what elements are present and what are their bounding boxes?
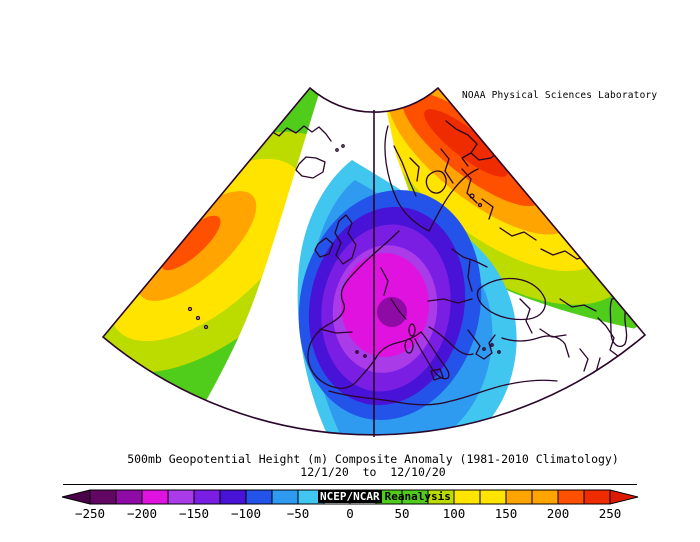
colorbar-tick-label: −250 bbox=[74, 506, 106, 521]
europe-borders bbox=[319, 267, 473, 334]
colorbar-segment bbox=[583, 489, 611, 505]
sicily-coast bbox=[430, 368, 444, 381]
colorbar-segment bbox=[167, 489, 195, 505]
adriatic-coast bbox=[428, 326, 474, 356]
colorbar-segment bbox=[115, 489, 143, 505]
lab-name: NOAA Physical Sciences Laboratory bbox=[462, 90, 658, 101]
scandinavia-positive-anomaly bbox=[345, 88, 645, 341]
colorbar-tick-label: 50 bbox=[394, 506, 410, 521]
iceland-coast bbox=[295, 156, 326, 179]
norway-coast bbox=[384, 125, 430, 232]
coastlines bbox=[187, 120, 628, 406]
colorbar-segment bbox=[245, 489, 273, 505]
colorbar-tick-label: 200 bbox=[546, 506, 570, 521]
ireland-coast bbox=[314, 237, 334, 258]
greece-coast bbox=[467, 329, 496, 360]
colorbar-left-arrow bbox=[61, 489, 91, 505]
scandinavia-borders bbox=[409, 148, 591, 260]
colorbar-tick-label: 100 bbox=[442, 506, 466, 521]
colorbar-segment bbox=[89, 489, 117, 505]
colorbar-segment bbox=[453, 489, 481, 505]
dataset-label-plain: Reanalysis bbox=[384, 490, 451, 503]
colorbar-segment bbox=[557, 489, 585, 505]
colorbar-tick-label: −150 bbox=[178, 506, 210, 521]
colorbar-tick-label: −100 bbox=[230, 506, 262, 521]
plot-date-range: 12/1/20 to 12/10/20 bbox=[300, 465, 446, 479]
colorbar bbox=[61, 489, 639, 505]
dataset-label: NCEP/NCAR Reanalysis bbox=[318, 490, 451, 503]
colorbar-segment bbox=[271, 489, 299, 505]
kola-white-sea-coast bbox=[445, 120, 500, 167]
colorbar-tick-label: 150 bbox=[494, 506, 518, 521]
colorbar-tick-label: −200 bbox=[126, 506, 158, 521]
colorbar-segment bbox=[193, 489, 221, 505]
colorbar-segment bbox=[479, 489, 507, 505]
colorbar-right-arrow bbox=[609, 489, 639, 505]
colorbar-segment bbox=[531, 489, 559, 505]
plot-title: 500mb Geopotential Height (m) Composite … bbox=[127, 452, 619, 466]
colorbar-tick-label: −50 bbox=[286, 506, 310, 521]
turkey-coast bbox=[501, 335, 570, 358]
projection-fan-outline bbox=[101, 86, 647, 436]
north-africa-coast bbox=[328, 379, 558, 406]
colorbar-tick-label: 250 bbox=[598, 506, 622, 521]
baltic-coast bbox=[428, 168, 479, 232]
dataset-label-inverse: NCEP/NCAR bbox=[318, 490, 382, 503]
west-europe-coast bbox=[307, 230, 422, 389]
colorbar-segment bbox=[219, 489, 247, 505]
divider-line bbox=[63, 484, 637, 485]
colorbar-segment bbox=[505, 489, 533, 505]
italy-coast bbox=[414, 331, 450, 380]
britain-coast bbox=[334, 214, 357, 265]
colorbar-segment bbox=[141, 489, 169, 505]
colorbar-tick-label: 0 bbox=[346, 506, 354, 521]
colorbar-tick-labels: −250 −200 −150 −100 −50 0 50 100 150 200 250 bbox=[0, 506, 700, 522]
black-sea-coast bbox=[476, 277, 547, 321]
